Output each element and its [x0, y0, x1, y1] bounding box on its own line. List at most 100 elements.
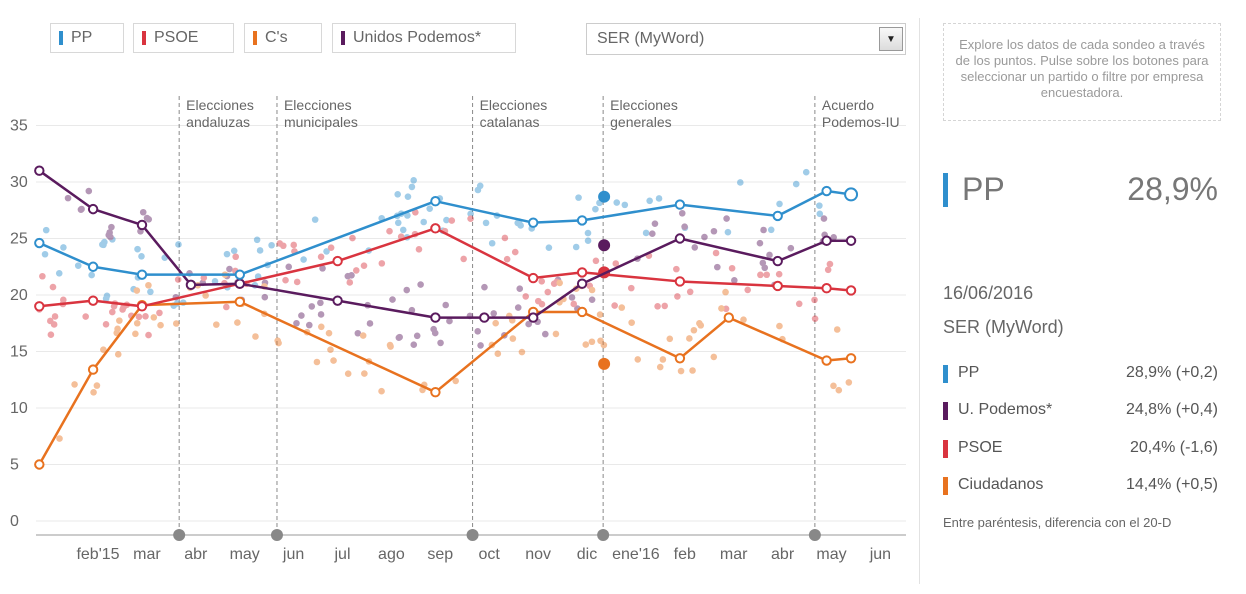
poll-point [611, 302, 618, 309]
poll-point [114, 351, 122, 358]
poll-point [775, 270, 783, 278]
poll-point [661, 302, 669, 310]
series-point [821, 185, 832, 197]
poll-point [119, 306, 126, 313]
selected-party-value: 28,9% [1127, 171, 1218, 207]
result-row-value: 14,4% (+0,5) [1125, 476, 1218, 493]
poll-point [55, 269, 63, 277]
poll-point [550, 280, 558, 287]
poll-point [691, 244, 699, 251]
y-tick-label: 5 [10, 457, 19, 474]
poll-point [736, 179, 744, 186]
filter-button-cs[interactable]: C's [244, 23, 322, 53]
poll-point [109, 236, 116, 243]
event-label: Acuerdo [822, 97, 874, 113]
x-tick-label: mar [133, 546, 161, 563]
poll-point [518, 348, 526, 356]
poll-point [690, 326, 698, 334]
poll-point [106, 229, 113, 236]
poll-point [108, 223, 115, 231]
poll-point [776, 200, 783, 208]
poll-point [135, 313, 143, 321]
poll-point [394, 191, 401, 198]
poll-point [82, 313, 89, 320]
series-point [821, 283, 832, 294]
filter-label-pp: PP [71, 29, 93, 46]
series-point [234, 296, 246, 307]
poll-point [845, 379, 853, 386]
poll-point [714, 263, 721, 271]
poll-point [145, 281, 152, 289]
series-point [430, 312, 441, 323]
poll-point [175, 241, 182, 248]
poll-point [56, 435, 63, 442]
poll-point [718, 305, 725, 312]
y-tick-label: 20 [10, 287, 28, 304]
result-row-bar [943, 402, 948, 420]
poll-point [352, 267, 360, 274]
poll-point [279, 242, 287, 250]
series-point [430, 386, 441, 398]
event-label: Elecciones [186, 97, 254, 113]
y-tick-label: 35 [10, 118, 28, 135]
pollster-select[interactable]: SER (MyWord) ▼ [586, 23, 906, 55]
poll-point [586, 282, 594, 290]
x-tick-label: feb'15 [76, 546, 119, 563]
poll-point [293, 278, 301, 286]
poll-point [835, 386, 843, 394]
y-tick-label: 15 [10, 344, 28, 361]
poll-point [396, 333, 403, 341]
x-tick-label: jul [333, 546, 350, 563]
poll-point [442, 301, 450, 309]
poll-point [223, 250, 231, 258]
poll-point [697, 322, 705, 329]
poll-point [344, 370, 352, 378]
chevron-down-icon[interactable]: ▼ [879, 27, 903, 51]
result-row-pp: PP 28,9% (+0,2) [943, 364, 1218, 384]
filter-button-podemos[interactable]: Unidos Podemos* [332, 23, 516, 53]
poll-point [261, 293, 269, 301]
poll-point [234, 319, 241, 326]
poll-point [317, 323, 325, 331]
x-tick-label: may [230, 546, 260, 563]
poll-point [420, 218, 428, 226]
poll-point [130, 285, 137, 293]
poll-point [572, 243, 580, 251]
poll-point [261, 279, 269, 287]
filter-button-psoe[interactable]: PSOE [133, 23, 234, 53]
poll-point [101, 238, 108, 246]
poll-point [517, 222, 524, 229]
y-tick-label: 25 [10, 231, 28, 248]
poll-point [494, 350, 502, 357]
event-label: Podemos-IU [822, 114, 900, 130]
y-tick-label: 0 [10, 513, 19, 530]
series-point [772, 280, 783, 292]
x-tick-label: mar [720, 546, 748, 563]
poll-point [107, 233, 114, 241]
result-row-label: Ciudadanos [958, 476, 1044, 493]
poll-point [600, 341, 608, 349]
filter-button-pp[interactable]: PP [50, 23, 124, 53]
series-point [845, 285, 857, 296]
series-point [136, 219, 148, 231]
poll-point [105, 231, 113, 239]
poll-point [232, 253, 240, 261]
x-tick-label: abr [771, 546, 795, 563]
poll-point [570, 300, 578, 308]
poll-point [404, 193, 412, 200]
x-tick-label: nov [525, 546, 551, 563]
poll-point [674, 293, 681, 300]
result-row-value: 28,9% (+0,2) [1125, 364, 1218, 381]
poll-point [474, 186, 482, 194]
series-point [34, 459, 45, 470]
poll-point [651, 220, 659, 227]
election-result-point [598, 239, 611, 252]
poll-point [226, 265, 233, 273]
poll-point [41, 250, 49, 258]
poll-point [252, 333, 259, 340]
poll-point [710, 227, 718, 235]
poll-point [78, 205, 85, 213]
poll-point [621, 201, 629, 209]
poll-point [811, 296, 818, 304]
y-tick-label: 30 [10, 174, 28, 191]
